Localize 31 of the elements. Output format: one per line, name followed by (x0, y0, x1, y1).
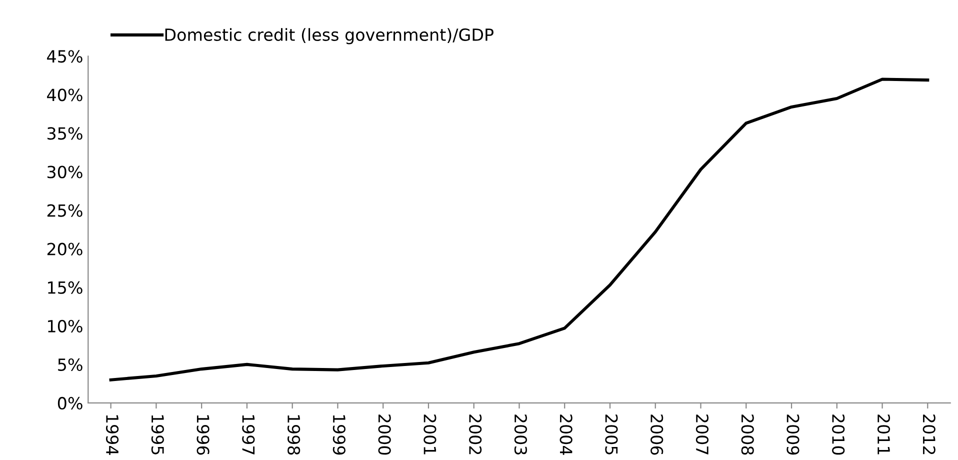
line-series (109, 78, 930, 382)
x-tick-label: 2008 (741, 414, 754, 455)
legend-label: Domestic credit (less government)/GDP (165, 28, 494, 44)
y-tick-label: 30% (48, 166, 82, 178)
x-tick-label: 2000 (378, 414, 391, 455)
x-tick-label: 1997 (242, 415, 255, 454)
x-tick-label: 2012 (922, 414, 936, 454)
y-tick-label: 0% (58, 396, 82, 410)
x-tick-label: 2004 (560, 414, 572, 455)
x-tick-label: 2007 (696, 414, 709, 454)
y-tick-label: 15% (48, 281, 82, 294)
x-tick-label: 1998 (288, 415, 300, 455)
x-tick-label: 2001 (424, 414, 436, 454)
x-tick-label: 1995 (151, 415, 164, 454)
x-tick-label: 2011 (877, 414, 890, 454)
y-tick-label: 45% (47, 50, 82, 63)
y-tick-label: 25% (47, 204, 82, 217)
y-tick-label: 20% (47, 242, 82, 256)
x-tick-label: 1999 (332, 415, 346, 455)
y-tick-label: 10% (48, 320, 82, 332)
x-tick-label: 2005 (605, 414, 618, 454)
x-tick-label: 2009 (786, 414, 800, 455)
y-tick-label: 35% (48, 127, 82, 140)
x-tick-label: 1996 (196, 415, 210, 455)
x-tick-label: 2010 (832, 414, 845, 455)
y-tick-label: 5% (58, 358, 82, 371)
x-tick-label: 2006 (650, 414, 664, 455)
x-tick-label: 2002 (469, 414, 482, 454)
x-tick-label: 2003 (514, 414, 528, 454)
y-tick-label: 40% (47, 88, 82, 102)
x-tick-label: 1994 (106, 415, 119, 455)
